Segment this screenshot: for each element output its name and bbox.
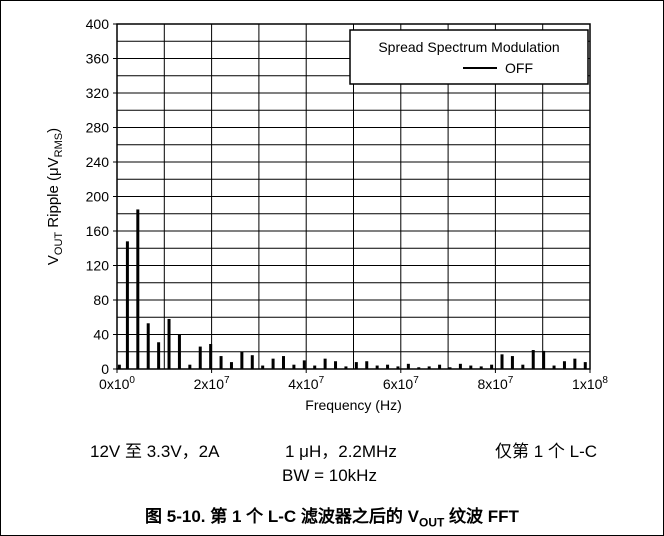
condition-inductor-frequency: 1 μH，2.2MHz (285, 442, 397, 461)
y-axis-label-subscript: OUT (53, 232, 65, 256)
spectrum-bar (386, 364, 390, 369)
x-tick-exponent: 7 (413, 375, 419, 386)
spectrum-bar (250, 355, 254, 369)
spectrum-bar (583, 362, 587, 369)
spectrum-bar (198, 346, 202, 369)
x-tick-exponent: 7 (224, 375, 230, 386)
spectrum-bar (573, 358, 577, 369)
y-tick-label: 120 (86, 258, 110, 274)
x-tick-exponent: 7 (319, 375, 325, 386)
spectrum-bar (406, 363, 410, 369)
spectrum-bar (313, 365, 317, 369)
spectrum-bar (167, 318, 171, 369)
y-tick-label: 240 (86, 154, 110, 170)
spectrum-bar (271, 358, 275, 369)
spectrum-bar (458, 363, 462, 369)
x-tick-base: 4x10 (288, 376, 319, 392)
x-tick-base: 8x10 (477, 376, 508, 392)
caption-subscript: OUT (418, 515, 445, 530)
spectrum-bar (177, 334, 181, 369)
x-tick-base: 1x10 (572, 376, 603, 392)
spectrum-bar (365, 361, 369, 369)
x-tick-label: 0x100 (99, 375, 135, 392)
y-tick-label: 0 (101, 361, 109, 377)
x-tick-label: 4x107 (288, 375, 324, 392)
figure-caption: 图 5-10. 第 1 个 L-C 滤波器之后的 VOUT 纹波 FFT (0, 502, 664, 529)
y-axis-label-text: V (45, 255, 62, 265)
y-axis-label-text: Ripple (μV (45, 157, 62, 232)
condition-filter-stage: 仅第 1 个 L-C (495, 442, 598, 461)
legend-entry-label: OFF (505, 60, 533, 76)
spectrum-bar (552, 365, 556, 369)
spectrum-bar (157, 342, 161, 369)
spectrum-bar (521, 364, 525, 369)
x-tick-exponent: 7 (508, 375, 514, 386)
caption-suffix: 纹波 FFT (444, 507, 519, 526)
spectrum-bar (542, 350, 546, 369)
spectrum-bar (136, 209, 140, 369)
x-tick-base: 6x10 (383, 376, 414, 392)
condition-voltage-current: 12V 至 3.3V，2A (90, 442, 220, 461)
spectrum-bar (292, 364, 296, 369)
spectrum-bar (209, 343, 213, 369)
spectrum-bar (375, 365, 379, 369)
spectrum-bar (396, 366, 400, 369)
caption-prefix: 图 5-10. 第 1 个 L-C 滤波器之后的 V (145, 507, 419, 526)
spectrum-bar (562, 361, 566, 369)
spectrum-bar (302, 360, 306, 369)
y-tick-label: 40 (93, 327, 109, 343)
spectrum-bar (354, 362, 358, 369)
spectrum-bar (417, 367, 421, 369)
y-axis-label: VOUT Ripple (μVRMS) (45, 128, 65, 265)
y-axis-label-subscript: RMS (53, 133, 65, 157)
spectrum-bar (479, 366, 483, 369)
legend-box (349, 29, 589, 85)
y-tick-label: 200 (86, 189, 110, 205)
spectrum-bar (125, 241, 129, 369)
y-tick-label: 320 (86, 85, 110, 101)
spectrum-bar (490, 364, 494, 369)
x-tick-base: 0x10 (99, 376, 130, 392)
spectrum-bar (323, 358, 327, 369)
spectrum-bar (281, 356, 285, 369)
y-tick-label: 280 (86, 120, 110, 136)
spectrum-bar (334, 361, 338, 369)
y-tick-label: 160 (86, 223, 110, 239)
spectrum-bar (531, 350, 535, 369)
x-tick-label: 8x107 (477, 375, 513, 392)
x-tick-exponent: 8 (602, 375, 608, 386)
y-tick-label: 400 (86, 16, 110, 32)
y-tick-label: 80 (93, 292, 109, 308)
x-tick-label: 1x108 (572, 375, 608, 392)
spectrum-bar (438, 364, 442, 369)
spectrum-bar (448, 367, 452, 369)
legend-title: Spread Spectrum Modulation (378, 39, 559, 55)
x-tick-base: 2x10 (194, 376, 225, 392)
spectrum-bar (188, 364, 192, 369)
spectrum-bar (344, 366, 348, 369)
spectrum-bar (240, 351, 244, 369)
x-axis-label: Frequency (Hz) (305, 397, 401, 413)
spectrum-bar (146, 323, 150, 369)
x-tick-label: 2x107 (194, 375, 230, 392)
x-tick-exponent: 0 (129, 375, 135, 386)
spectrum-bar (117, 364, 121, 369)
x-tick-label: 6x107 (383, 375, 419, 392)
spectrum-bar (219, 356, 223, 369)
condition-bandwidth: BW = 10kHz (282, 466, 377, 485)
spectrum-bar (510, 356, 514, 369)
spectrum-bar (469, 365, 473, 369)
y-axis-label-text: ) (45, 128, 62, 133)
spectrum-bar (261, 365, 265, 369)
y-tick-label: 360 (86, 51, 110, 67)
spectrum-bar (229, 362, 233, 369)
spectrum-bar (427, 366, 431, 369)
spectrum-bar (500, 354, 504, 369)
